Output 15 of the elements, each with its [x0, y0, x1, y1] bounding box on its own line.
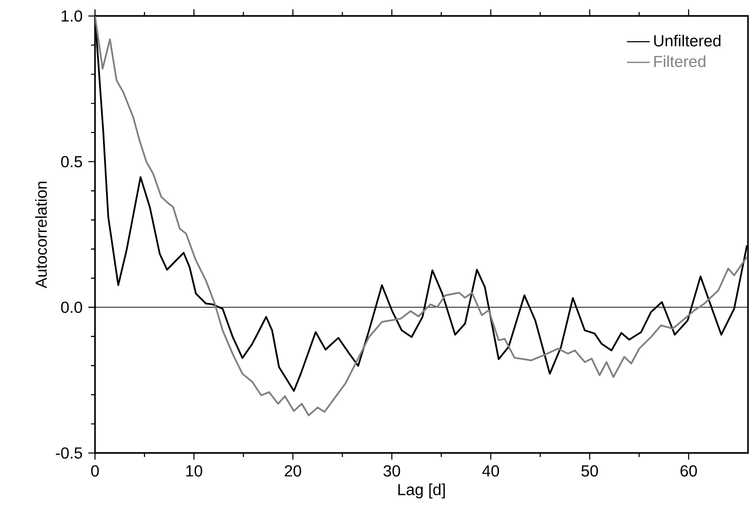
legend-label: Filtered — [654, 55, 706, 68]
y-tick-label: 0.5 — [61, 156, 82, 168]
legend-label: Unfiltered — [654, 34, 720, 46]
y-tick-label: 0.0 — [61, 302, 82, 313]
x-axis-title: Lag [d] — [398, 484, 445, 498]
y-tick-label: -0.5 — [56, 447, 82, 459]
x-tick-label: 0 — [91, 465, 99, 477]
x-tick-label: 60 — [680, 465, 697, 477]
y-tick-label: 1.0 — [62, 10, 82, 22]
x-tick-label: 10 — [186, 465, 202, 477]
x-tick-label: 30 — [384, 465, 400, 477]
x-tick-label: 40 — [482, 465, 500, 477]
x-tick-label: 50 — [581, 465, 598, 477]
y-axis-title: Autocorrelation — [35, 182, 47, 288]
x-tick-label: 20 — [284, 465, 302, 477]
